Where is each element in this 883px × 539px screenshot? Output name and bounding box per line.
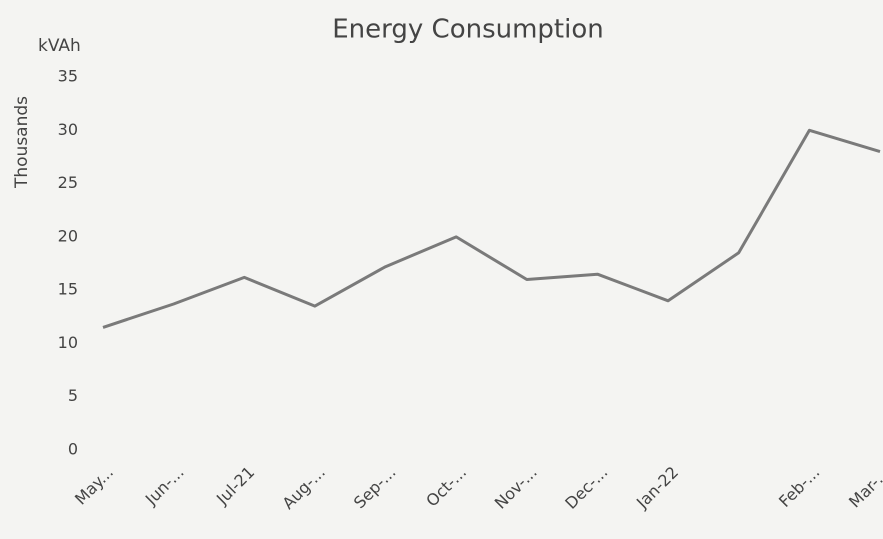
y-axis-label: Thousands: [12, 96, 32, 189]
y-tick-label: 25: [58, 173, 78, 192]
y-tick-label: 10: [58, 333, 78, 352]
y-tick-label: 35: [58, 67, 78, 86]
y-unit-label: kVAh: [38, 36, 81, 56]
chart-title: Energy Consumption: [332, 15, 604, 45]
y-tick-label: 0: [68, 440, 78, 459]
y-tick-label: 15: [58, 280, 78, 299]
y-tick-label: 30: [58, 120, 78, 139]
line: [102, 128, 881, 329]
y-tick-label: 20: [58, 226, 78, 245]
y-tick-label: 5: [68, 386, 78, 405]
